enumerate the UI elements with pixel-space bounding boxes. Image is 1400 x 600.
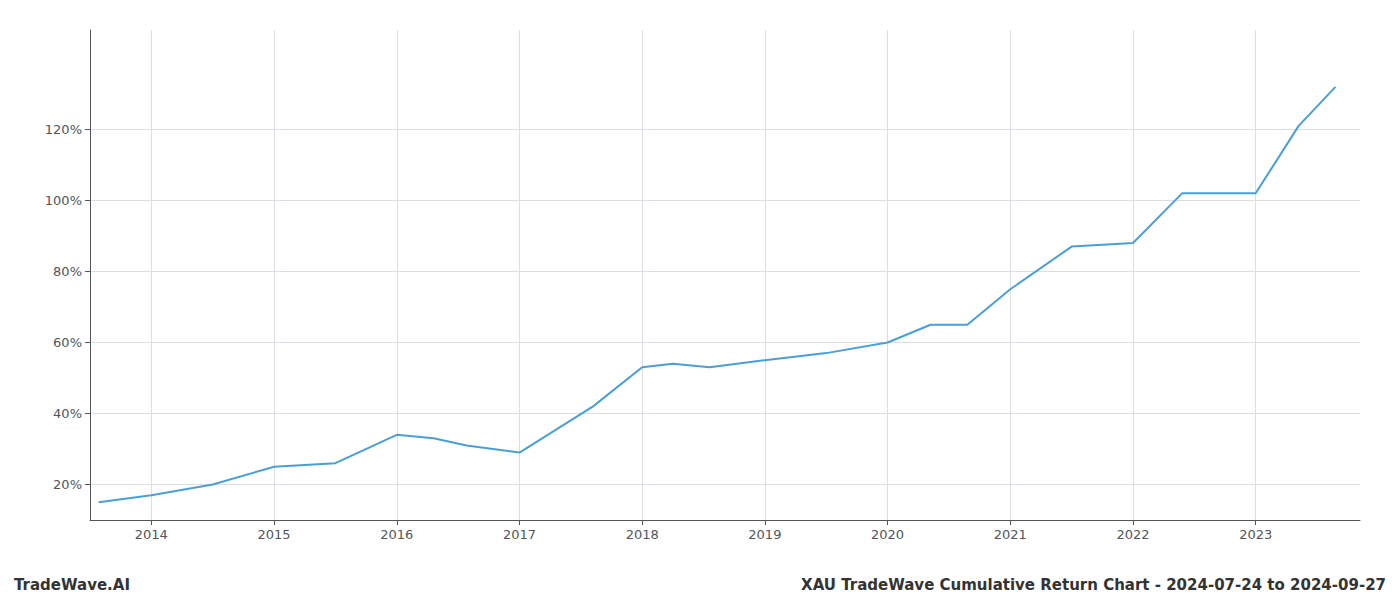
svg-text:XAU TradeWave Cumulative Retur: XAU TradeWave Cumulative Return Chart - … (801, 576, 1386, 594)
svg-text:2022: 2022 (1116, 527, 1149, 542)
svg-text:80%: 80% (53, 264, 82, 279)
svg-text:2017: 2017 (503, 527, 536, 542)
svg-text:20%: 20% (53, 477, 82, 492)
svg-text:40%: 40% (53, 406, 82, 421)
svg-text:60%: 60% (53, 335, 82, 350)
svg-text:2014: 2014 (135, 527, 168, 542)
svg-text:2016: 2016 (380, 527, 413, 542)
svg-text:2015: 2015 (258, 527, 291, 542)
svg-text:2021: 2021 (994, 527, 1027, 542)
svg-text:2019: 2019 (748, 527, 781, 542)
svg-text:100%: 100% (45, 193, 82, 208)
svg-text:120%: 120% (45, 122, 82, 137)
svg-text:2018: 2018 (626, 527, 659, 542)
svg-text:2020: 2020 (871, 527, 904, 542)
svg-text:2023: 2023 (1239, 527, 1272, 542)
svg-text:TradeWave.AI: TradeWave.AI (14, 576, 130, 594)
